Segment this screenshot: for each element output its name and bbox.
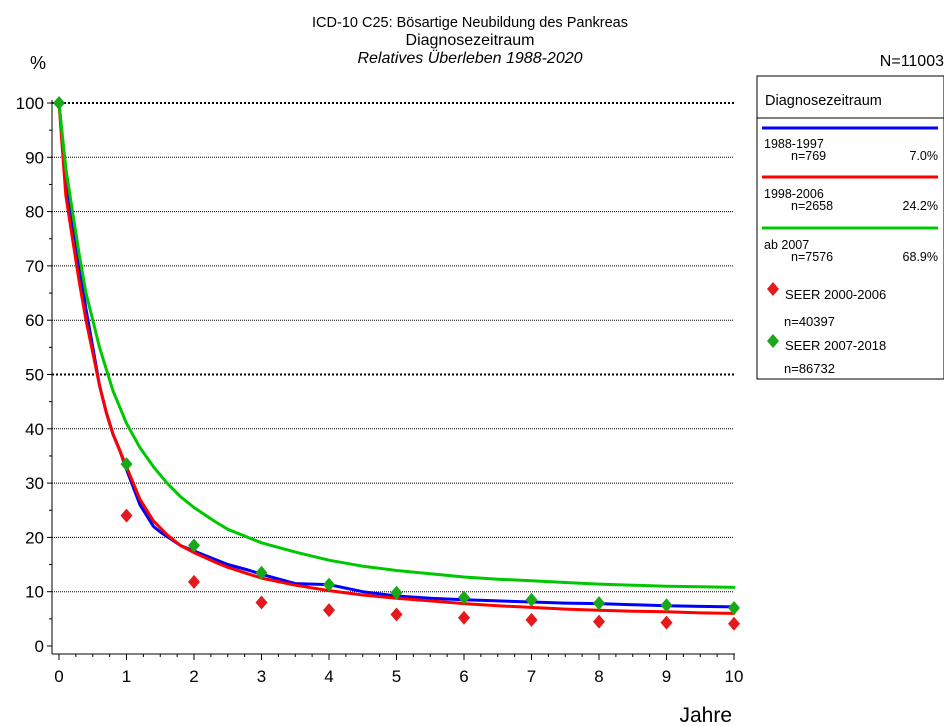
x-tick-label-1: 1 (122, 667, 131, 686)
series-line-1988-1997 (57, 101, 736, 609)
legend-n-ab-2007: n=7576 (791, 250, 833, 264)
y-tick-label-100: 100 (16, 94, 44, 113)
series-line-1998-2006 (57, 101, 736, 615)
y-tick-label-20: 20 (25, 528, 44, 547)
marker-seer-2007-2018-x3 (255, 565, 268, 580)
grid-lines (52, 102, 734, 593)
chart-title: ICD-10 C25: Bösartige Neubildung des Pan… (312, 15, 628, 31)
y-axis-label: % (30, 53, 46, 73)
y-tick-label-10: 10 (25, 583, 44, 602)
legend-n-seer-2007-2018: n=86732 (784, 361, 835, 376)
marker-seer-2000-2006-x6 (458, 610, 470, 625)
marker-seer-2000-2006-x2 (188, 574, 200, 589)
legend-share-1988-1997: 7.0% (910, 149, 939, 163)
y-tick-label-0: 0 (35, 637, 44, 656)
marker-seer-2000-2006-x1 (120, 508, 133, 523)
marker-seer-2000-2006-x4 (323, 603, 335, 618)
y-tick-label-70: 70 (25, 257, 44, 276)
marker-seer-2000-2006-x3 (255, 595, 268, 610)
marker-seer-2007-2018-x0 (53, 96, 65, 110)
legend-name-ab-2007: ab 2007 (764, 238, 809, 252)
legend-marker-seer-2007-2018 (767, 334, 779, 348)
y-tick-label-50: 50 (25, 366, 44, 385)
legend-name-seer-2007-2018: SEER 2007-2018 (785, 338, 886, 353)
chart-subtitle: Diagnosezeitraum (406, 32, 535, 49)
x-tick-label-6: 6 (459, 667, 468, 686)
marker-seer-2000-2006-x9 (660, 615, 673, 630)
legend-n-1988-1997: n=769 (791, 149, 826, 163)
y-tick-label-30: 30 (25, 474, 44, 493)
legend-title: Diagnosezeitraum (765, 93, 882, 109)
marker-seer-2007-2018-x10 (728, 600, 740, 615)
legend: Diagnosezeitraum 1988-1997 n=769 7.0% 19… (756, 75, 944, 380)
marker-seer-2000-2006-x7 (525, 612, 538, 627)
x-tick-label-9: 9 (662, 667, 671, 686)
marker-seer-2007-2018-x2 (188, 538, 200, 553)
n-total-label: N=11003 (880, 53, 944, 70)
legend-share-1998-2006: 24.2% (903, 199, 938, 213)
marker-seer-2007-2018-x5 (390, 585, 403, 600)
marker-seer-2000-2006-x8 (593, 614, 605, 629)
x-tick-label-8: 8 (594, 667, 603, 686)
axes: 0 10 20 30 40 50 60 70 80 90 100 0 1 2 3 4 5 6 7 8 9 10 (16, 94, 744, 686)
marker-seer-2007-2018-x9 (660, 598, 673, 613)
legend-n-1998-2006: n=2658 (791, 199, 833, 213)
y-tick-label-80: 80 (25, 203, 44, 222)
legend-share-ab-2007: 68.9% (903, 250, 938, 264)
legend-name-1998-2006: 1998-2006 (764, 187, 824, 201)
marker-seer-2007-2018-x4 (323, 577, 335, 592)
legend-marker-seer-2000-2006 (767, 282, 779, 296)
legend-n-seer-2000-2006: n=40397 (784, 314, 835, 329)
y-tick-label-90: 90 (25, 148, 44, 167)
marker-seer-2007-2018-x1 (120, 457, 133, 472)
x-tick-label-7: 7 (527, 667, 536, 686)
marker-seer-2000-2006-x10 (728, 616, 740, 631)
legend-name-seer-2000-2006: SEER 2000-2006 (785, 287, 886, 302)
x-tick-label-10: 10 (725, 667, 744, 686)
marker-seer-2007-2018-x6 (458, 590, 470, 605)
x-axis-label: Jahre (679, 704, 732, 726)
x-tick-label-3: 3 (257, 667, 266, 686)
series-line-ab-2007 (57, 101, 736, 589)
x-tick-label-2: 2 (189, 667, 198, 686)
seer-markers (53, 96, 740, 631)
x-tick-label-4: 4 (324, 667, 333, 686)
chart-subtitle-period: Relatives Überleben 1988-2020 (357, 49, 582, 67)
x-tick-label-0: 0 (54, 667, 63, 686)
marker-seer-2007-2018-x7 (525, 592, 538, 607)
legend-name-1988-1997: 1988-1997 (764, 137, 824, 151)
y-tick-label-40: 40 (25, 420, 44, 439)
x-tick-label-5: 5 (392, 667, 401, 686)
marker-seer-2007-2018-x8 (593, 596, 605, 611)
series-lines (57, 101, 736, 615)
y-tick-label-60: 60 (25, 311, 44, 330)
marker-seer-2000-2006-x5 (390, 607, 403, 622)
